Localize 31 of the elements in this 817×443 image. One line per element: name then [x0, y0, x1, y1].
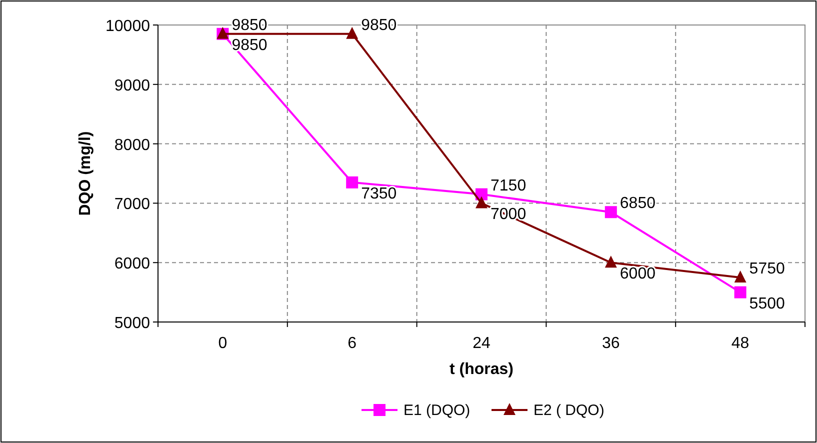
data-label: 6850 — [620, 195, 656, 212]
data-label: 7150 — [490, 177, 526, 194]
y-tick-label: 8000 — [114, 136, 150, 154]
data-label: 9850 — [232, 16, 268, 34]
y-tick-label: 5000 — [114, 315, 150, 332]
legend-label: E2 ( DQO) — [534, 402, 604, 419]
x-tick-label: 24 — [472, 335, 490, 352]
x-tick-label: 36 — [602, 335, 620, 352]
x-tick-label: 6 — [348, 335, 357, 352]
data-label: 5750 — [749, 260, 785, 278]
point — [346, 176, 358, 188]
point — [476, 196, 488, 208]
data-label: 5500 — [749, 295, 785, 312]
data-label: 7350 — [361, 185, 397, 202]
x-tick-label: 48 — [731, 335, 750, 352]
y-tick-label: 6000 — [114, 256, 150, 273]
x-tick-label: 0 — [218, 335, 228, 352]
legend-label: E1 (DQO) — [404, 402, 470, 419]
point — [604, 206, 617, 218]
point — [346, 26, 358, 39]
data-label: 9850 — [361, 16, 397, 34]
x-axis-title: t (horas) — [450, 361, 514, 378]
point — [734, 270, 746, 282]
y-tick-label: 10000 — [106, 18, 150, 35]
data-label: 9850 — [232, 36, 268, 54]
data-label: 6000 — [620, 266, 656, 283]
y-tick-label: 7000 — [114, 196, 150, 214]
point — [604, 256, 617, 268]
y-tick-label: 9000 — [114, 77, 150, 94]
y-axis-title: DQO (mg/l) — [77, 131, 94, 216]
point — [734, 286, 746, 298]
